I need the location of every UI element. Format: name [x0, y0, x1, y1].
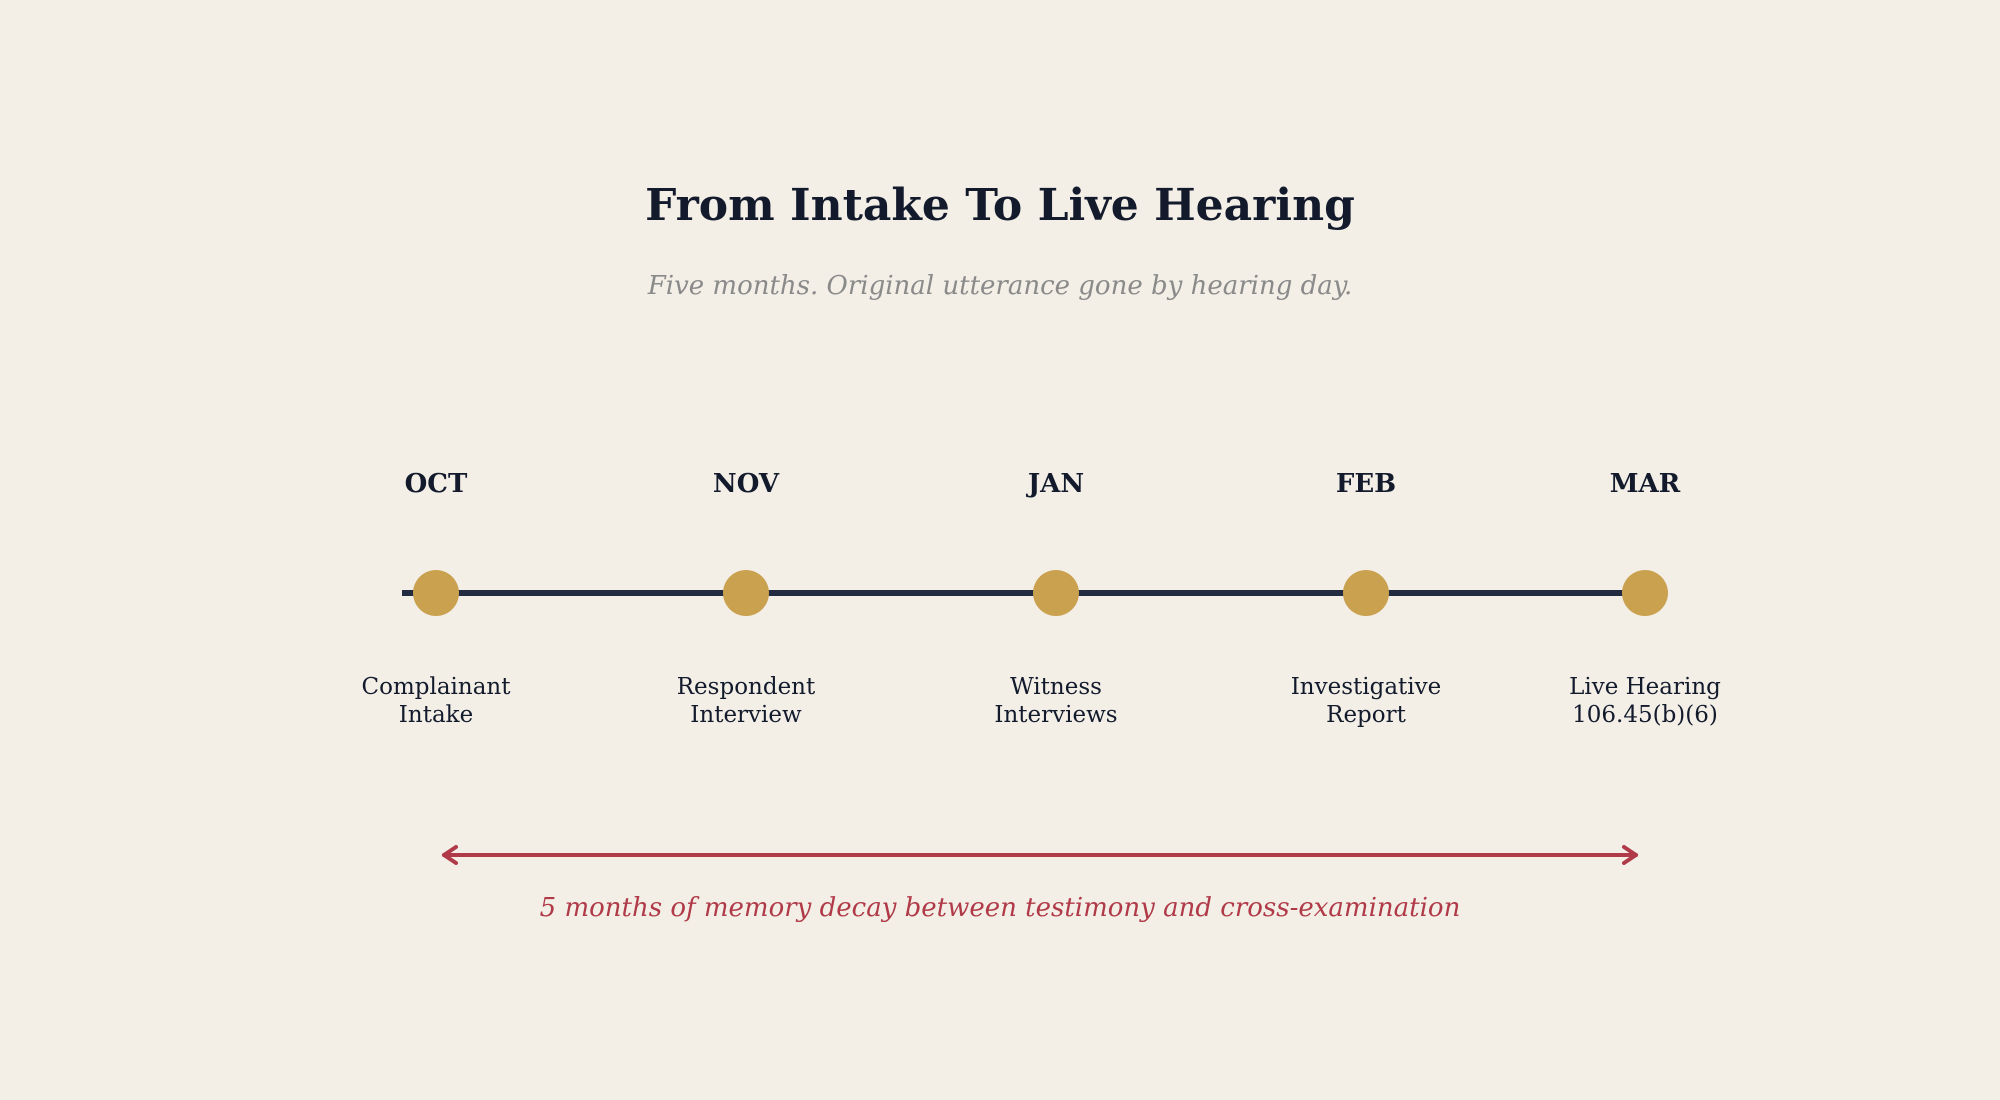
milestone-dot-jan: [1033, 570, 1079, 616]
milestone-label-line: Interview: [690, 702, 802, 728]
milestone-label-line: Intake: [398, 702, 474, 728]
milestone-label-line: Witness: [1010, 674, 1102, 700]
milestone-dot-nov: [723, 570, 769, 616]
milestone-label-respondent-interview: Respondent Interview: [616, 673, 876, 729]
milestone-month-jan: JAN: [1027, 469, 1085, 499]
decay-caption: 5 months of memory decay between testimo…: [539, 893, 1461, 923]
milestone-dot-mar: [1622, 570, 1668, 616]
milestone-dot-oct: [413, 570, 459, 616]
double-arrow-icon: [442, 845, 1638, 865]
milestone-label-witness-interviews: Witness Interviews: [926, 673, 1186, 729]
page-subtitle: Five months. Original utterance gone by …: [647, 271, 1353, 301]
milestone-label-investigative-report: Investigative Report: [1236, 673, 1496, 729]
milestone-label-line: Report: [1326, 702, 1406, 728]
milestone-label-line: Complainant: [361, 674, 511, 700]
milestone-dot-feb: [1343, 570, 1389, 616]
milestone-month-feb: FEB: [1335, 469, 1397, 499]
milestone-label-line: 106.45(b)(6): [1572, 702, 1718, 728]
milestone-label-line: Interviews: [994, 702, 1118, 728]
milestone-label-live-hearing: Live Hearing 106.45(b)(6): [1515, 673, 1775, 729]
milestone-label-line: Respondent: [676, 674, 816, 700]
milestone-label-line: Live Hearing: [1569, 674, 1721, 700]
page-title: From Intake To Live Hearing: [645, 180, 1355, 231]
decay-arrow-right-head: [1622, 845, 1638, 865]
milestone-month-nov: NOV: [712, 469, 780, 499]
milestone-month-mar: MAR: [1609, 469, 1681, 499]
decay-arrow-left-head: [442, 845, 458, 865]
milestone-label-complainant-intake: Complainant Intake: [306, 673, 566, 729]
milestone-month-oct: OCT: [404, 469, 468, 499]
milestone-label-line: Investigative: [1290, 674, 1442, 700]
